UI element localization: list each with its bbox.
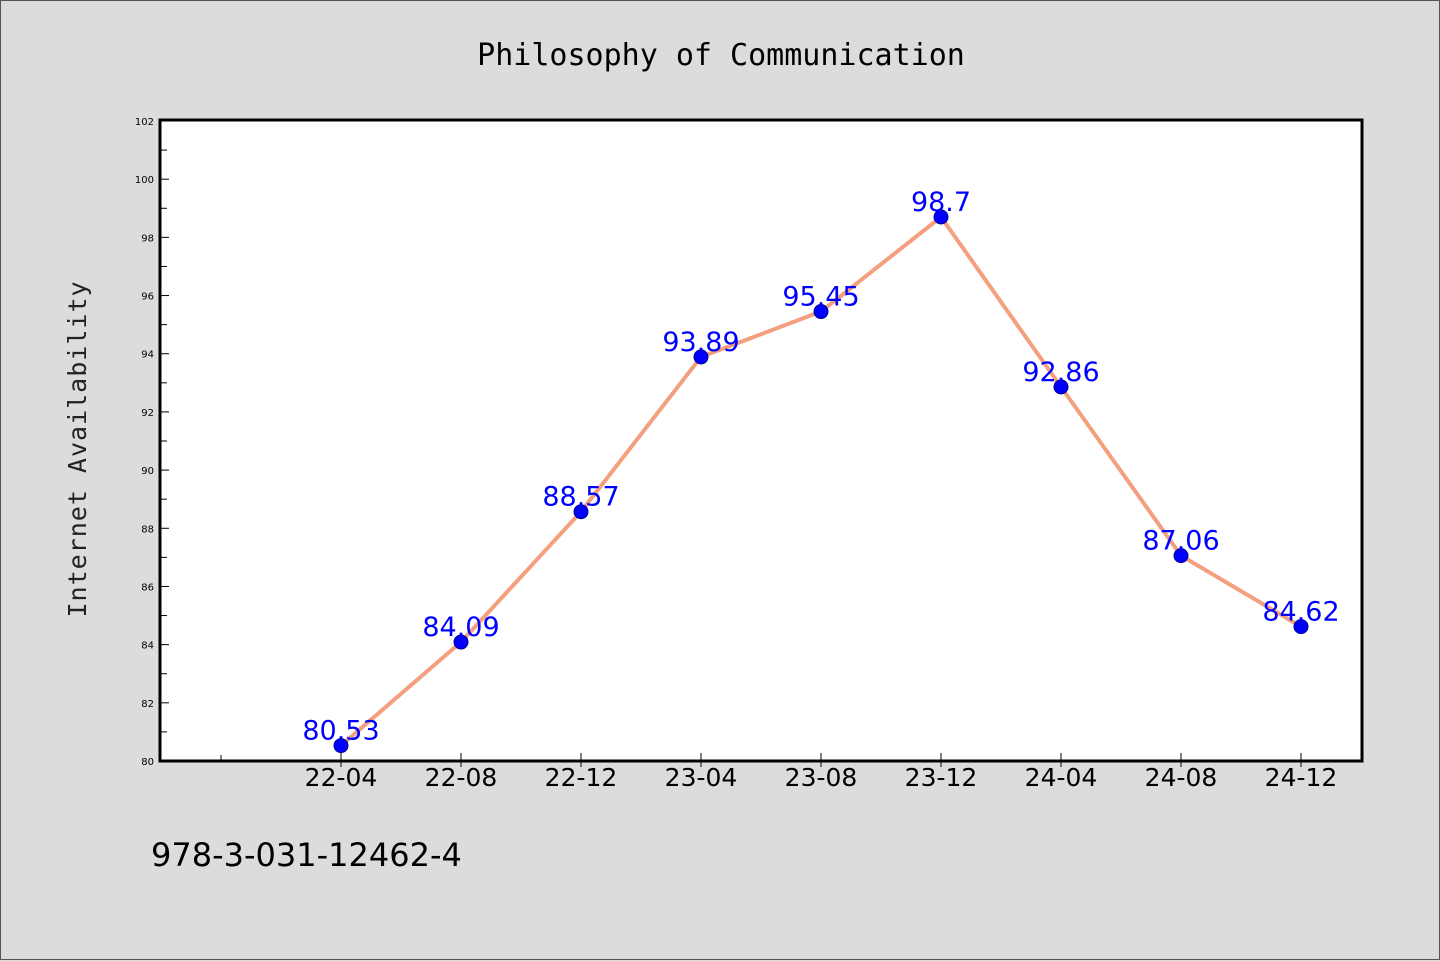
- x-tick-label: 24-12: [1265, 763, 1338, 792]
- data-point: [453, 634, 469, 650]
- data-label: 88.57: [542, 482, 619, 513]
- x-axis-ticks: 22-04 22-08 22-12 23-04 23-08 23-12 24-04 24-08…: [220, 753, 1338, 792]
- y-tick-label: 92: [141, 408, 154, 419]
- data-point: [573, 504, 589, 520]
- x-tick-label: 22-08: [425, 763, 498, 792]
- plot-area: [158, 118, 1364, 763]
- isbn-text: 978-3-031-12462-4: [151, 836, 462, 874]
- data-markers: [333, 209, 1309, 754]
- data-point: [1053, 379, 1069, 395]
- chart-title: Philosophy of Communication: [477, 38, 965, 73]
- x-tick-label: 24-08: [1145, 763, 1218, 792]
- data-label: 93.89: [662, 327, 739, 358]
- y-tick-label: 94: [141, 350, 154, 361]
- data-label: 87.06: [1142, 526, 1219, 557]
- x-tick-label: 22-04: [305, 763, 378, 792]
- x-tick-label: 23-08: [785, 763, 858, 792]
- y-tick-label: 84: [141, 641, 154, 652]
- data-labels: 80.53 84.09 88.57 93.89 95.45 98.7 92.86 87.06 8…: [302, 187, 1339, 747]
- data-point: [813, 304, 829, 320]
- y-axis-label: Internet Availability: [63, 280, 92, 617]
- data-label: 80.53: [302, 716, 379, 747]
- data-point: [333, 738, 349, 754]
- x-tick-label: 24-04: [1025, 763, 1098, 792]
- data-point: [1173, 548, 1189, 564]
- y-tick-label: 86: [141, 582, 154, 593]
- y-tick-label: 98: [141, 233, 154, 244]
- data-label: 95.45: [782, 282, 859, 313]
- data-label: 84.09: [422, 612, 499, 643]
- y-tick-label: 88: [141, 524, 154, 535]
- x-tick-label: 23-12: [905, 763, 978, 792]
- x-tick-label: 23-04: [665, 763, 738, 792]
- y-tick-label: 80: [141, 757, 154, 768]
- data-point: [1293, 619, 1309, 635]
- y-tick-label: 90: [141, 466, 154, 477]
- y-tick-label: 100: [135, 175, 154, 186]
- y-tick-label: 96: [141, 292, 154, 303]
- data-point: [693, 349, 709, 365]
- data-label: 84.62: [1262, 597, 1339, 628]
- data-label: 98.7: [911, 187, 971, 218]
- y-tick-label: 82: [141, 699, 154, 710]
- data-point: [933, 209, 949, 225]
- data-label: 92.86: [1022, 357, 1099, 388]
- x-tick-label: 22-12: [545, 763, 618, 792]
- y-tick-label: 102: [135, 117, 154, 128]
- y-axis-ticks: 80 82 84 86 88 90 92 94 96 98 100 102: [135, 117, 169, 768]
